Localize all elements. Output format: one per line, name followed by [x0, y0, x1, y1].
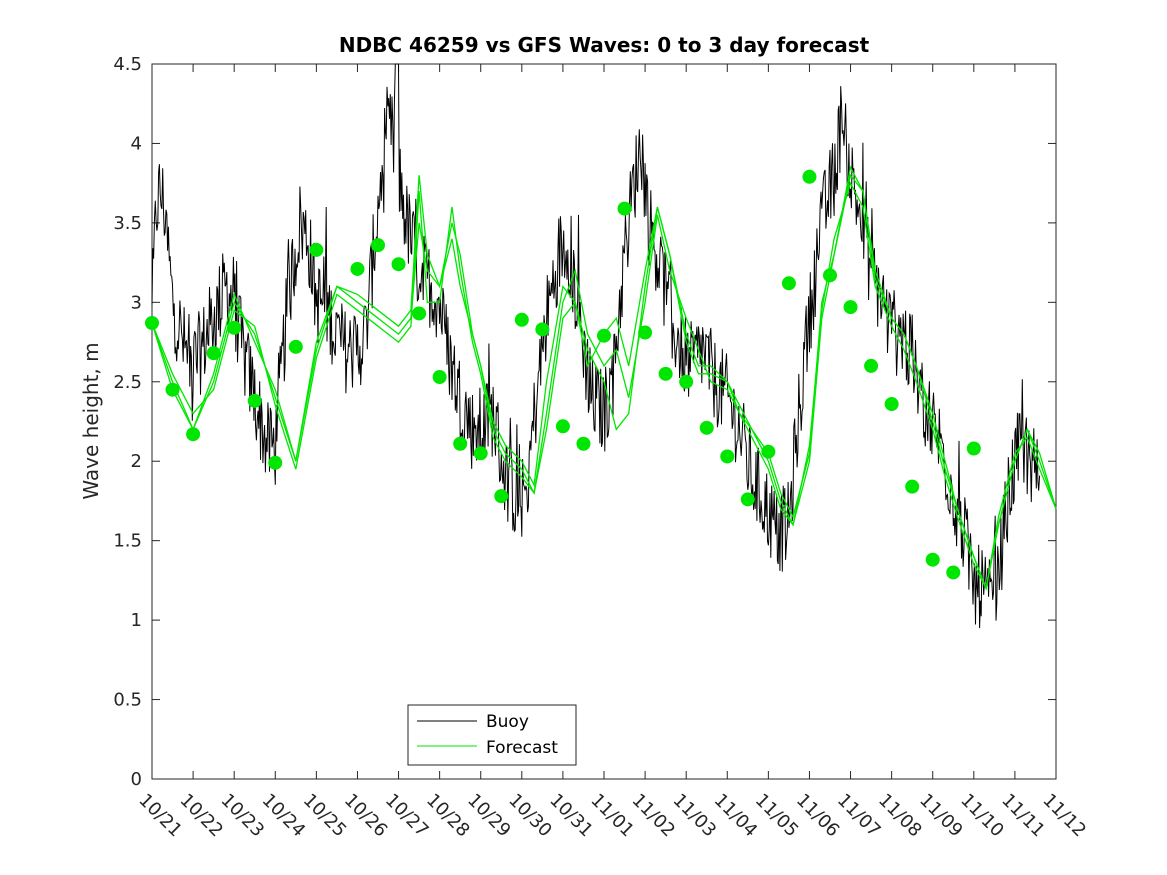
forecast-marker	[966, 441, 981, 456]
forecast-marker	[679, 374, 694, 389]
forecast-marker	[432, 370, 447, 385]
y-tick-label: 4.5	[113, 54, 142, 75]
forecast-marker	[535, 322, 550, 337]
forecast-marker	[864, 358, 879, 373]
forecast-marker	[186, 427, 201, 442]
chart-title: NDBC 46259 vs GFS Waves: 0 to 3 day fore…	[339, 33, 870, 57]
forecast-marker	[843, 300, 858, 315]
forecast-marker	[165, 382, 180, 397]
forecast-marker	[720, 449, 735, 464]
forecast-marker	[288, 339, 303, 354]
legend: Buoy Forecast	[407, 704, 577, 766]
forecast-marker	[453, 436, 468, 451]
forecast-marker	[145, 315, 159, 330]
forecast-marker	[802, 169, 817, 184]
forecast-marker	[391, 257, 406, 272]
y-tick-label: 0.5	[113, 690, 142, 711]
y-tick-label: 1	[131, 610, 142, 631]
forecast-series	[151, 165, 1057, 591]
forecast-marker	[597, 328, 611, 343]
y-tick-label: 0	[131, 769, 142, 790]
forecast-marker	[494, 489, 509, 504]
y-axis-label: Wave height, m	[79, 342, 103, 499]
forecast-marker	[514, 312, 529, 327]
forecast-markers	[145, 169, 981, 580]
forecast-marker	[555, 419, 570, 434]
forecast-marker	[206, 346, 221, 361]
forecast-marker	[699, 420, 714, 435]
forecast-marker	[473, 446, 488, 461]
forecast-marker	[412, 306, 427, 321]
y-tick-label: 2.5	[113, 372, 142, 393]
forecast-marker	[658, 366, 673, 381]
forecast-marker	[617, 201, 632, 216]
forecast-marker	[227, 320, 242, 335]
forecast-line	[151, 165, 1057, 591]
forecast-marker	[781, 276, 796, 291]
legend-buoy-label: Buoy	[486, 712, 529, 732]
y-tick-label: 4	[131, 133, 142, 154]
y-tick-label: 1.5	[113, 531, 142, 552]
legend-box	[407, 704, 577, 766]
legend-forecast-label: Forecast	[486, 738, 558, 758]
forecast-marker	[638, 325, 653, 340]
y-tick-label: 3	[131, 292, 142, 313]
y-tick-label: 3.5	[113, 213, 142, 234]
forecast-marker	[350, 261, 365, 276]
y-tick-label: 2	[131, 451, 142, 472]
forecast-marker	[247, 393, 262, 408]
forecast-marker	[884, 397, 899, 412]
forecast-marker	[576, 436, 591, 451]
forecast-marker	[823, 268, 837, 283]
forecast-marker	[740, 492, 755, 507]
forecast-marker	[268, 455, 283, 470]
forecast-line	[151, 181, 1057, 591]
forecast-marker	[371, 238, 385, 253]
forecast-marker	[761, 444, 776, 459]
forecast-marker	[309, 242, 324, 257]
forecast-marker	[946, 565, 961, 580]
forecast-marker	[925, 552, 940, 567]
forecast-marker	[905, 479, 920, 494]
